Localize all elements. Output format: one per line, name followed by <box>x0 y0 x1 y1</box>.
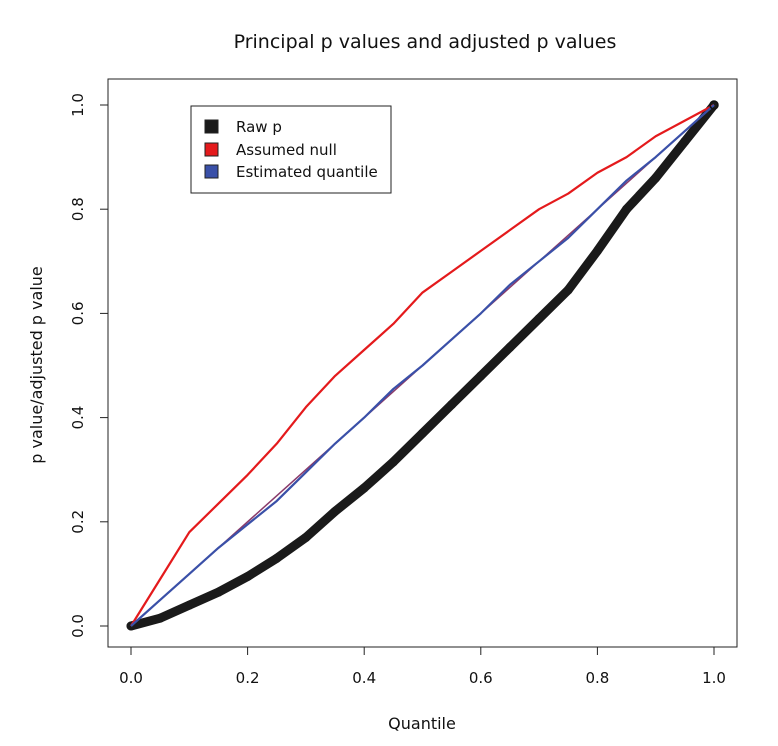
x-axis: 0.0 0.2 0.4 0.6 0.8 1.0 <box>119 646 726 687</box>
series-line-assumed-null <box>130 104 715 627</box>
y-axis-label: p value/adjusted p value <box>27 266 46 464</box>
data-point-raw-p <box>680 136 690 146</box>
data-point-raw-p <box>418 428 427 438</box>
y-tick-label: 1.0 <box>69 93 87 117</box>
data-point-raw-p <box>447 400 457 410</box>
series-layer <box>126 100 719 631</box>
data-point-raw-p <box>155 613 165 623</box>
data-point-raw-p <box>592 246 602 256</box>
legend-label-raw-p: Raw p <box>236 118 282 136</box>
x-axis-label: Quantile <box>388 714 456 733</box>
x-tick-label: 0.4 <box>352 669 376 687</box>
data-point-raw-p <box>359 483 369 493</box>
y-tick-label: 0.6 <box>69 301 87 325</box>
x-tick-label: 0.0 <box>119 669 143 687</box>
y-tick-label: 0.0 <box>69 614 87 638</box>
data-point-raw-p <box>330 506 340 516</box>
legend-label-estimated-quantile: Estimated quantile <box>236 163 378 181</box>
x-tick-label: 0.8 <box>585 669 609 687</box>
end-point-marker <box>709 100 719 110</box>
data-point-raw-p <box>534 314 544 324</box>
data-point-raw-p <box>243 572 253 582</box>
x-tick-label: 0.2 <box>236 669 260 687</box>
legend-swatch-raw-p <box>204 119 219 134</box>
data-point-raw-p <box>622 204 632 214</box>
legend: Raw p Assumed null Estimated quantile <box>190 105 392 194</box>
legend-swatch-assumed-null <box>204 142 219 157</box>
data-point-raw-p <box>505 342 515 352</box>
y-axis: 0.0 0.2 0.4 0.6 0.8 1.0 <box>69 93 109 638</box>
data-point-raw-p <box>301 532 311 542</box>
data-point-raw-p <box>184 600 194 610</box>
data-point-raw-p <box>476 371 486 381</box>
data-point-raw-p <box>388 457 398 467</box>
data-point-raw-p <box>213 587 223 597</box>
y-tick-label: 0.4 <box>69 406 87 430</box>
data-point-raw-p <box>651 173 661 183</box>
data-point-raw-p <box>563 285 573 295</box>
x-tick-label: 1.0 <box>702 669 726 687</box>
chart-title: Principal p values and adjusted p values <box>234 31 617 53</box>
legend-box <box>190 105 392 194</box>
legend-swatch-estimated-quantile <box>204 164 219 179</box>
legend-label-assumed-null: Assumed null <box>236 141 337 159</box>
x-tick-label: 0.6 <box>469 669 493 687</box>
y-tick-label: 0.2 <box>69 510 87 534</box>
data-point-raw-p <box>272 553 282 563</box>
y-tick-label: 0.8 <box>69 197 87 221</box>
series-line-estimated-quantile <box>130 104 715 627</box>
